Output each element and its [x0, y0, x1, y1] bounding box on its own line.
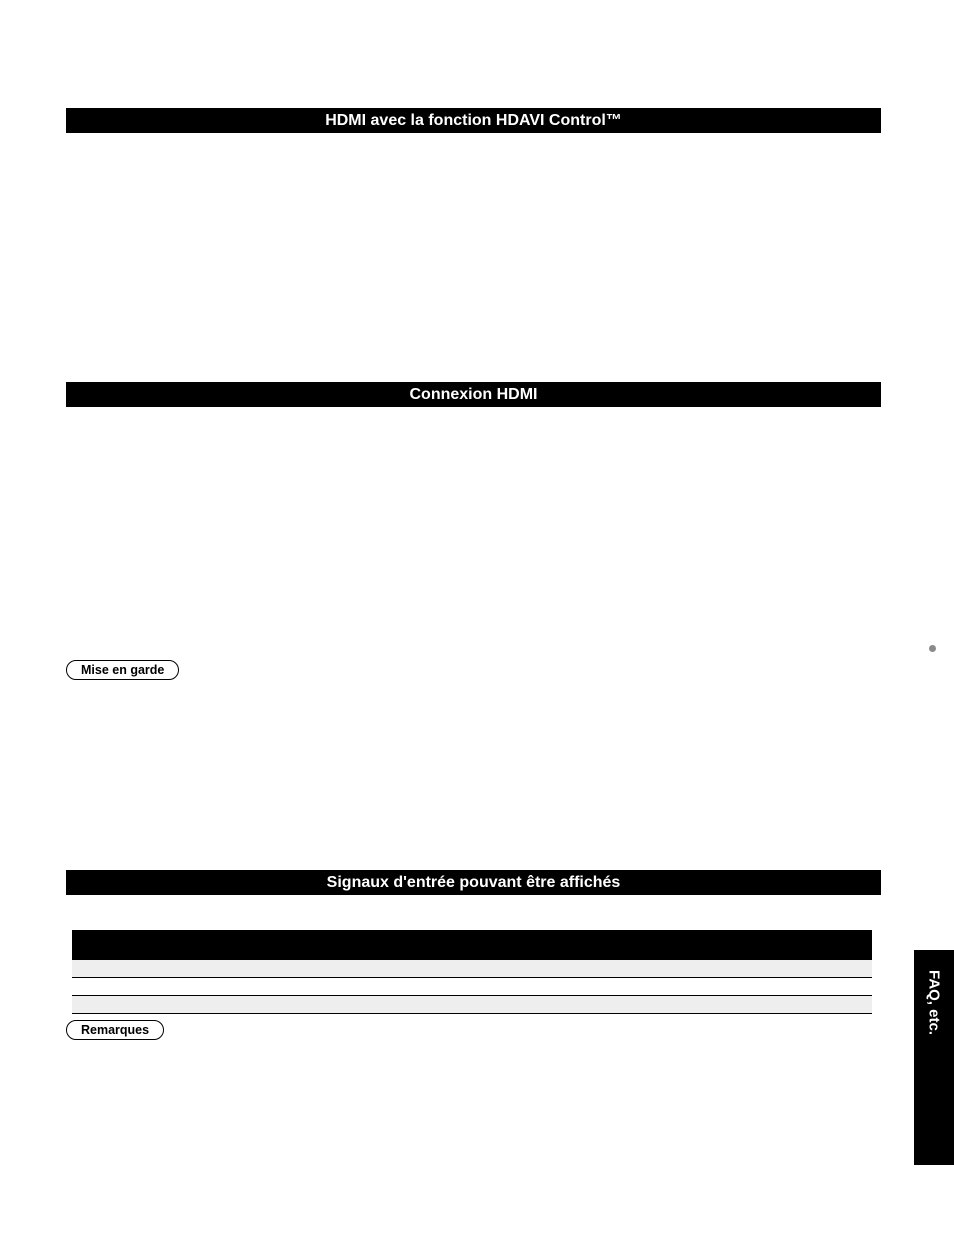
side-tab-faq: FAQ, etc.: [914, 950, 954, 1165]
signals-table: [72, 930, 872, 1014]
table-cell: [749, 996, 868, 1013]
table-header-cell: [749, 930, 868, 960]
table-cell: [72, 960, 207, 977]
table-header-cell: [207, 930, 414, 960]
table-cell: [207, 978, 414, 995]
section-bar-connexion: Connexion HDMI: [66, 382, 881, 407]
table-cell: [207, 960, 414, 977]
table-header-cell: [621, 930, 749, 960]
table-cell: [621, 960, 749, 977]
table-row: [72, 996, 872, 1014]
table-row: [72, 960, 872, 978]
table-cell: [414, 978, 621, 995]
pill-mise-en-garde: Mise en garde: [66, 660, 179, 680]
table-cell: [72, 996, 207, 1013]
table-header-cell: [72, 930, 207, 960]
table-cell: [621, 996, 749, 1013]
pill-remarques: Remarques: [66, 1020, 164, 1040]
table-cell: [749, 960, 868, 977]
table-header-row: [72, 930, 872, 960]
table-cell: [414, 996, 621, 1013]
section-bar-hdavi: HDMI avec la fonction HDAVI Control™: [66, 108, 881, 133]
table-cell: [207, 996, 414, 1013]
table-cell: [414, 960, 621, 977]
table-cell: [72, 978, 207, 995]
page: HDMI avec la fonction HDAVI Control™ Con…: [0, 0, 954, 1235]
table-row: [72, 978, 872, 996]
bullet-icon: [929, 645, 936, 652]
section-bar-signaux: Signaux d'entrée pouvant être affichés: [66, 870, 881, 895]
side-tab-label: FAQ, etc.: [926, 970, 943, 1035]
table-cell: [621, 978, 749, 995]
table-header-cell: [414, 930, 621, 960]
table-cell: [749, 978, 868, 995]
